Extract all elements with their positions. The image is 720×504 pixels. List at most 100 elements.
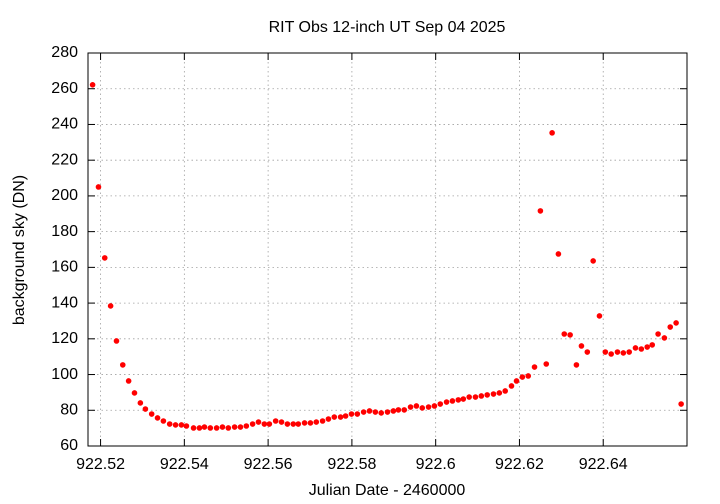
data-point xyxy=(196,425,203,431)
data-point xyxy=(113,338,120,344)
data-point xyxy=(183,423,190,429)
data-point xyxy=(478,393,485,399)
data-point xyxy=(266,421,273,427)
chart-title: RIT Obs 12-inch UT Sep 04 2025 xyxy=(269,19,506,36)
y-tick-label: 280 xyxy=(51,44,78,61)
data-point xyxy=(372,409,379,415)
data-point xyxy=(490,391,497,397)
y-tick-label: 220 xyxy=(51,151,78,168)
data-point xyxy=(502,388,509,394)
data-point xyxy=(638,346,645,352)
data-point xyxy=(655,331,661,337)
data-point xyxy=(644,344,651,350)
data-point xyxy=(207,425,214,431)
data-point xyxy=(472,394,479,400)
data-point xyxy=(508,383,515,389)
data-point xyxy=(561,331,568,337)
data-point xyxy=(567,332,573,338)
data-point xyxy=(119,362,126,368)
x-tick-label: 922.58 xyxy=(327,456,376,473)
data-point xyxy=(602,349,609,355)
data-point xyxy=(278,419,285,425)
data-point xyxy=(401,407,408,413)
data-point xyxy=(337,414,344,420)
data-point xyxy=(366,408,373,414)
data-point xyxy=(107,303,114,309)
data-point xyxy=(608,351,614,357)
x-tick-label: 922.62 xyxy=(495,456,544,473)
y-tick-label: 200 xyxy=(51,187,78,204)
data-point xyxy=(148,411,155,417)
y-tick-label: 80 xyxy=(60,401,78,418)
data-point xyxy=(307,420,314,426)
data-point xyxy=(331,414,338,420)
x-tick-label: 922.64 xyxy=(579,456,628,473)
data-point xyxy=(137,400,144,406)
data-point xyxy=(455,397,462,403)
data-point xyxy=(249,421,256,427)
y-tick-label: 240 xyxy=(51,116,78,133)
data-point xyxy=(590,258,596,264)
data-point xyxy=(142,406,149,412)
data-point xyxy=(154,415,161,421)
data-point xyxy=(360,409,367,415)
data-point xyxy=(284,421,291,427)
data-point xyxy=(384,409,391,415)
data-point xyxy=(125,378,132,384)
data-point xyxy=(219,424,226,430)
data-point xyxy=(325,416,332,422)
data-point xyxy=(231,424,238,430)
data-point xyxy=(290,421,297,427)
data-point xyxy=(272,418,279,424)
data-point xyxy=(166,421,173,427)
data-point xyxy=(89,81,96,88)
data-point xyxy=(131,390,138,396)
data-point xyxy=(413,403,420,409)
data-point xyxy=(649,342,656,348)
data-point xyxy=(549,130,555,136)
x-tick-label: 922.52 xyxy=(76,456,125,473)
data-point xyxy=(243,423,250,429)
data-point xyxy=(255,419,262,425)
data-point xyxy=(513,378,520,384)
data-point xyxy=(301,420,308,426)
data-point xyxy=(225,425,232,431)
data-point xyxy=(172,422,179,428)
data-point xyxy=(407,404,414,410)
data-point xyxy=(201,424,208,430)
data-point xyxy=(342,413,349,419)
y-tick-label: 60 xyxy=(60,437,78,454)
data-point xyxy=(261,421,268,427)
data-point xyxy=(443,399,450,405)
data-point xyxy=(319,418,326,424)
data-point xyxy=(484,392,490,398)
y-tick-label: 140 xyxy=(51,294,78,311)
data-point xyxy=(596,313,603,319)
data-point xyxy=(378,410,385,416)
data-point xyxy=(431,403,438,409)
y-tick-label: 260 xyxy=(51,80,78,97)
data-point xyxy=(354,411,361,417)
data-point xyxy=(614,349,621,355)
data-point xyxy=(160,418,167,424)
x-tick-label: 922.6 xyxy=(416,456,456,473)
x-axis-label: Julian Date - 2460000 xyxy=(309,482,466,499)
data-point xyxy=(395,407,402,413)
data-point xyxy=(460,396,467,402)
data-point xyxy=(626,349,632,355)
data-point xyxy=(678,401,684,407)
data-point xyxy=(190,425,197,431)
y-tick-label: 160 xyxy=(51,259,78,276)
data-point xyxy=(466,394,472,400)
y-axis-label: background sky (DN) xyxy=(11,175,28,325)
data-point xyxy=(437,401,444,407)
data-point xyxy=(537,208,544,214)
data-point xyxy=(543,361,550,367)
data-point xyxy=(578,343,585,349)
data-point xyxy=(555,251,562,257)
data-point xyxy=(519,374,526,380)
data-point xyxy=(237,424,244,430)
data-point xyxy=(95,184,102,190)
data-point xyxy=(178,422,185,428)
